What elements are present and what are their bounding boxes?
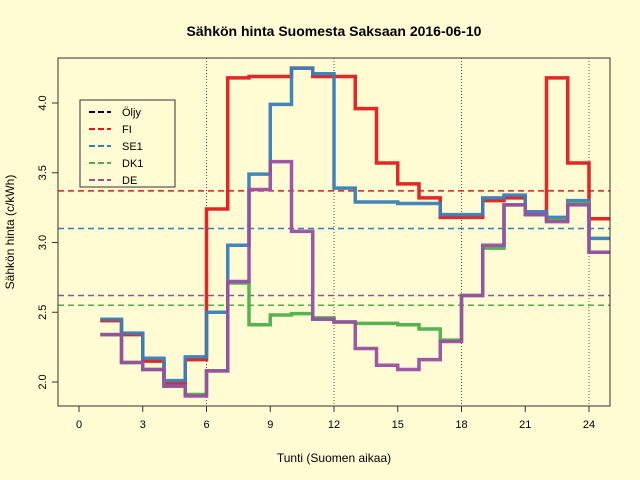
legend: Öljy FI SE1 DK1 DE: [79, 99, 176, 188]
series-line-de: [100, 159, 611, 398]
x-tick-label: 18: [455, 419, 467, 431]
chart-title: Sähkön hinta Suomesta Saksaan 2016-06-10: [187, 23, 482, 39]
y-tick-label: 2.0: [37, 374, 49, 389]
legend-label-fi: FI: [122, 124, 132, 136]
y-tick-label: 4.0: [37, 95, 49, 110]
x-tick-label: 9: [267, 419, 273, 431]
x-axis-label: Tunti (Suomen aikaa): [277, 451, 391, 465]
x-tick-label: 3: [140, 419, 146, 431]
legend-label-de: DE: [122, 175, 137, 187]
y-tick-label: 3.0: [37, 235, 49, 250]
y-tick-label: 3.5: [37, 165, 49, 180]
legend-box: [79, 99, 176, 188]
x-tick-label: 24: [583, 419, 595, 431]
y-tick-label: 2.5: [37, 305, 49, 320]
x-tick-label: 12: [328, 419, 340, 431]
legend-label-se1: SE1: [122, 141, 143, 153]
x-tick-label: 6: [203, 419, 209, 431]
x-tick-label: 21: [519, 419, 531, 431]
x-tick-label: 0: [76, 419, 82, 431]
legend-label-dk1: DK1: [122, 158, 143, 170]
x-tick-label: 15: [392, 419, 404, 431]
y-axis-label: Sähkön hinta (c/kWh): [3, 175, 17, 290]
legend-label-öljy: Öljy: [122, 107, 141, 119]
